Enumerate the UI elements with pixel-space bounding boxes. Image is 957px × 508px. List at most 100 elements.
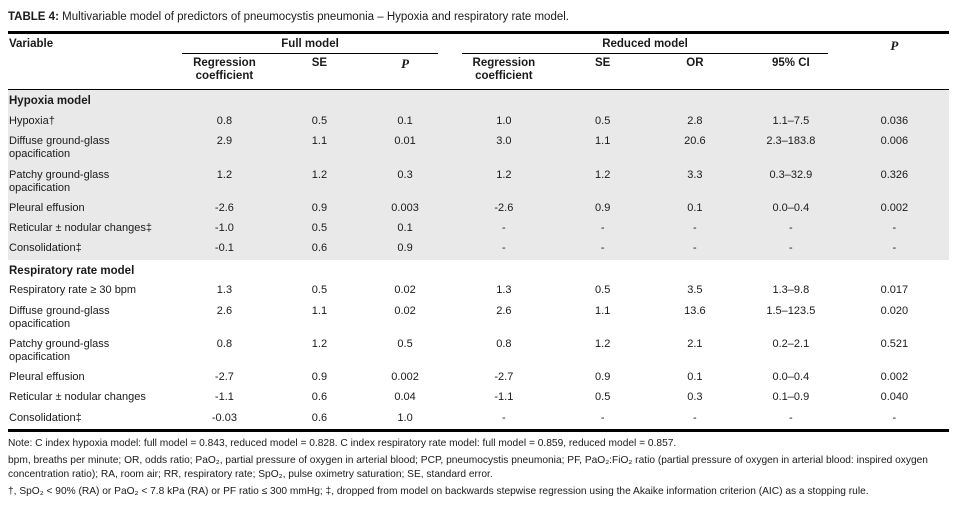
cell-full-p: 1.0 (397, 411, 413, 424)
cell-reduced-or: 20.6 (684, 135, 706, 148)
cell-reduced-ci: 0.2–2.1 (772, 337, 810, 350)
column-group-full-model: Full model (170, 34, 450, 54)
table-body: Hypoxia model Hypoxia† 0.8 0.5 0.1 1.0 0… (8, 89, 949, 431)
cell-p-final: 0.036 (880, 115, 909, 128)
cell-reduced-se: - (600, 222, 605, 235)
cell-full-se: 1.2 (311, 337, 328, 350)
cell-full-p: 0.02 (394, 304, 416, 317)
cell-full-rc: -2.7 (214, 371, 234, 384)
table-title-text: Multivariable model of predictors of pne… (62, 11, 569, 23)
cell-full-p: 0.02 (394, 284, 416, 297)
cell-p-final: - (892, 242, 897, 255)
table-row: Patchy ground-glass opacification 0.8 1.… (8, 335, 949, 368)
cell-reduced-rc: 3.0 (496, 135, 512, 148)
cell-reduced-se: 1.1 (595, 304, 611, 317)
cell-reduced-ci: 0.0–0.4 (772, 201, 810, 214)
table-row: Reticular ± nodular changes‡ -1.0 0.5 0.… (8, 219, 949, 240)
cell-reduced-or: - (693, 222, 697, 235)
cell-reduced-or: 3.5 (687, 284, 703, 297)
cell-full-rc: -1.0 (214, 222, 234, 235)
cell-reduced-ci: 0.1–0.9 (772, 391, 810, 404)
section-title: Respiratory rate model (9, 264, 135, 277)
column-header-p-final: P (839, 33, 949, 91)
cell-reduced-ci: 1.5–123.5 (766, 304, 816, 317)
column-header-reduced-or: OR (647, 53, 742, 91)
cell-reduced-or: 0.1 (687, 371, 703, 384)
cell-full-se: 1.1 (311, 304, 328, 317)
table-title: TABLE 4: Multivariable model of predicto… (8, 9, 949, 34)
cell-reduced-or: - (693, 411, 697, 424)
table-row: Diffuse ground-glass opacification 2.9 1… (8, 132, 949, 166)
table-number-label: TABLE 4: (8, 11, 59, 23)
variable-cell: Diffuse ground-glass opacification (9, 135, 110, 161)
reduced-model-group-label: Reduced model (462, 38, 828, 54)
table-row: Pleural effusion -2.7 0.9 0.002 -2.7 0.9… (8, 368, 949, 388)
cell-reduced-se: 0.9 (595, 201, 611, 214)
variable-cell: Hypoxia† (9, 115, 55, 128)
cell-full-p: 0.01 (394, 135, 416, 148)
cell-reduced-or: 2.8 (687, 115, 703, 128)
cell-full-rc: -0.03 (211, 411, 237, 424)
cell-reduced-or: 13.6 (684, 304, 706, 317)
cell-reduced-ci: 0.0–0.4 (772, 371, 810, 384)
cell-full-se: 1.2 (311, 168, 328, 181)
cell-full-se: 1.1 (311, 135, 328, 148)
table-row: Pleural effusion -2.6 0.9 0.003 -2.6 0.9… (8, 198, 949, 220)
cell-full-p: 0.3 (397, 168, 413, 181)
cell-full-rc: 0.8 (216, 337, 233, 350)
cell-reduced-rc: 1.3 (496, 284, 512, 297)
cell-p-final: 0.017 (880, 284, 909, 297)
cell-full-rc: 1.3 (216, 284, 233, 297)
variable-cell: Reticular ± nodular changes‡ (9, 222, 153, 235)
cell-p-final: 0.020 (880, 304, 909, 317)
column-header-full-regression-coefficient: Regression coefficient (169, 53, 279, 91)
column-header-reduced-se: SE (557, 53, 648, 91)
cell-reduced-rc: - (502, 411, 506, 424)
variable-cell: Reticular ± nodular changes (9, 391, 146, 404)
cell-reduced-se: 0.5 (595, 284, 611, 297)
cell-reduced-se: - (600, 411, 605, 424)
table-row: Reticular ± nodular changes -1.1 0.6 0.0… (8, 388, 949, 408)
cell-reduced-or: 2.1 (687, 337, 703, 350)
results-table: Variable Full model Reduced model P Regr… (8, 33, 949, 432)
table-row: Diffuse ground-glass opacification 2.6 1… (8, 302, 949, 335)
cell-p-final: - (892, 222, 897, 235)
cell-reduced-or: 0.3 (687, 391, 703, 404)
cell-reduced-rc: 1.2 (496, 168, 512, 181)
header-row-groups: Variable Full model Reduced model P (8, 33, 949, 91)
cell-full-rc: 2.6 (216, 304, 233, 317)
section-header-hypoxia-model: Hypoxia model (8, 89, 949, 113)
variable-cell: Pleural effusion (9, 201, 85, 214)
cell-full-p: 0.9 (397, 242, 413, 255)
table-header: Variable Full model Reduced model P Regr… (8, 33, 949, 91)
table-footnotes: Note: C index hypoxia model: full model … (8, 432, 949, 508)
variable-cell: Pleural effusion (9, 371, 85, 384)
cell-full-rc: -1.1 (214, 391, 234, 404)
cell-p-final: - (892, 411, 897, 424)
cell-reduced-ci: 0.3–32.9 (769, 168, 813, 181)
cell-reduced-or: 3.3 (687, 168, 703, 181)
cell-full-se: 0.6 (311, 411, 328, 424)
cell-reduced-ci: 1.3–9.8 (772, 284, 810, 297)
cell-reduced-rc: 1.0 (496, 115, 512, 128)
cell-full-se: 0.6 (311, 242, 328, 255)
variable-cell: Consolidation‡ (9, 411, 82, 424)
variable-cell: Respiratory rate ≥ 30 bpm (9, 284, 137, 297)
cell-reduced-ci: 2.3–183.8 (766, 135, 816, 148)
cell-full-rc: 0.8 (216, 115, 233, 128)
cell-full-p: 0.002 (391, 371, 419, 384)
cell-reduced-se: 0.5 (595, 115, 611, 128)
cell-full-se: 0.5 (311, 115, 328, 128)
cell-reduced-rc: -2.6 (494, 201, 514, 214)
column-header-variable: Variable (8, 33, 170, 91)
cell-full-se: 0.9 (311, 371, 328, 384)
table-row: Consolidation‡ -0.03 0.6 1.0 - - - - - (8, 409, 949, 431)
cell-full-se: 0.6 (311, 391, 328, 404)
full-model-group-label: Full model (181, 38, 439, 54)
variable-cell: Diffuse ground-glass opacification (9, 304, 110, 330)
cell-full-se: 0.5 (311, 222, 328, 235)
cell-reduced-rc: - (502, 222, 506, 235)
cell-reduced-ci: - (789, 411, 793, 424)
cell-full-p: 0.5 (397, 337, 413, 350)
footnote-abbreviations: bpm, breaths per minute; OR, odds ratio;… (8, 454, 928, 481)
